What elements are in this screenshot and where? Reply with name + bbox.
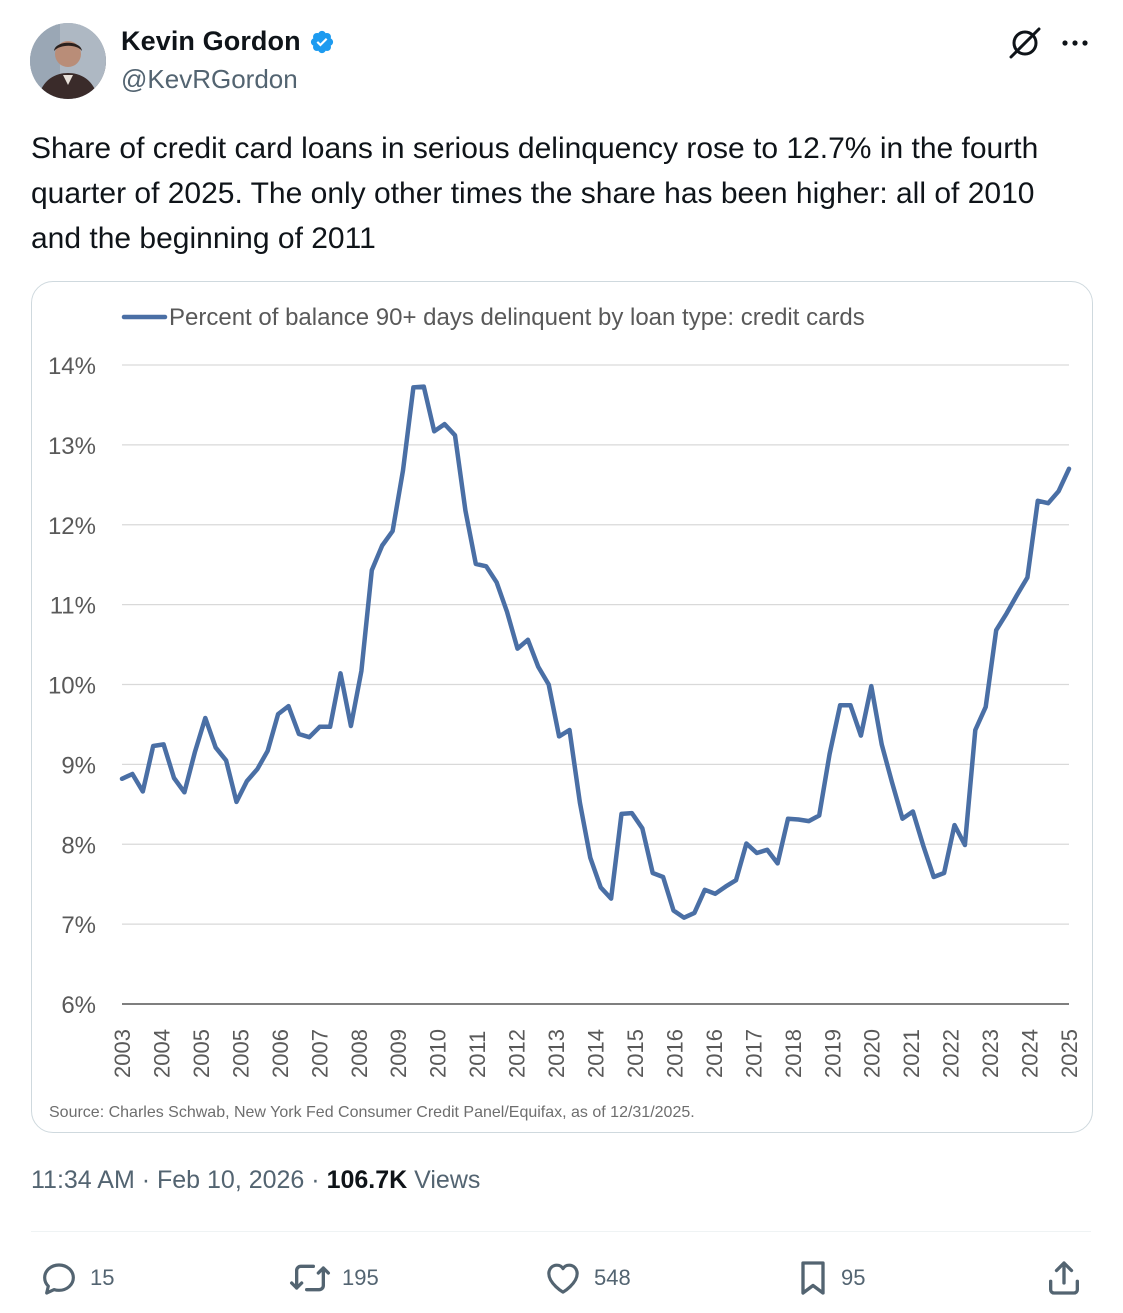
chart-x-tick-label: 2016 [702, 1029, 727, 1078]
verified-badge-icon[interactable] [309, 29, 335, 55]
chart-y-tick-label: 9% [61, 752, 96, 779]
repost-icon [289, 1264, 330, 1292]
heart-icon [547, 1263, 579, 1294]
meta-separator: · [134, 1166, 157, 1194]
like-button[interactable]: 548 [542, 1258, 631, 1298]
tweet-meta: 11:34 AM · Feb 10, 2026 · 106.7K Views [31, 1166, 480, 1195]
tweet-time[interactable]: 11:34 AM [31, 1166, 135, 1194]
chart-x-tick-label: 2013 [544, 1029, 569, 1078]
chart-x-tick-label: 2025 [1057, 1029, 1082, 1078]
views-count: 106.7K [326, 1166, 408, 1194]
chart-x-ticks: 2003 2004 2005 2005 2006 2007 2008 2009 2010 2011… [110, 1029, 1082, 1078]
chart-y-tick-label: 7% [61, 912, 96, 939]
chart-gridlines [122, 364, 1069, 925]
author-name-row: Kevin Gordon [121, 26, 335, 57]
divider [31, 1231, 1091, 1232]
share-icon [1049, 1261, 1079, 1295]
chart-x-tick-label: 2006 [268, 1029, 293, 1078]
chart-legend-label: Percent of balance 90+ days delinquent b… [169, 304, 865, 331]
avatar[interactable] [30, 23, 106, 99]
tweet-text: Share of credit card loans in serious de… [31, 132, 1039, 255]
chart-x-tick-label: 2023 [978, 1029, 1003, 1078]
chart-x-tick-label: 2008 [347, 1029, 372, 1078]
repost-button[interactable]: 195 [288, 1258, 379, 1298]
share-button[interactable] [1044, 1258, 1084, 1298]
chart-y-tick-label: 6% [61, 992, 96, 1019]
chart-y-tick-label: 10% [48, 673, 96, 700]
chart-card[interactable]: 6% 7% 8% 9% 10% 11% 12% 13% 14% 2003 2004 2005 2005… [31, 281, 1093, 1133]
chart-x-tick-label: 2007 [307, 1029, 332, 1078]
chart-y-tick-label: 14% [48, 353, 96, 380]
bookmark-icon [801, 1261, 825, 1295]
chart-source-note: Source: Charles Schwab, New York Fed Con… [49, 1104, 695, 1121]
chart-y-ticks: 6% 7% 8% 9% 10% 11% 12% 13% 14% [48, 353, 96, 1019]
chart-x-tick-label: 2020 [860, 1029, 885, 1078]
chart-x-tick-label: 2012 [505, 1029, 530, 1078]
reply-icon [43, 1263, 75, 1295]
chart-x-tick-label: 2010 [426, 1029, 451, 1078]
chart-x-tick-label: 2018 [781, 1029, 806, 1078]
more-dots-icon [1062, 40, 1088, 46]
views-label: Views [407, 1166, 481, 1194]
bookmark-button[interactable]: 95 [795, 1258, 865, 1298]
grok-button[interactable] [1006, 24, 1044, 62]
chart-x-tick-label: 2005 [228, 1029, 253, 1078]
reply-count: 15 [90, 1265, 115, 1290]
chart-y-tick-label: 11% [50, 593, 96, 620]
chart-y-tick-label: 12% [48, 513, 96, 540]
chart: 6% 7% 8% 9% 10% 11% 12% 13% 14% 2003 2004 2005 2005… [48, 304, 1082, 1121]
chart-y-tick-label: 13% [48, 433, 96, 460]
author-handle[interactable]: @KevRGordon [121, 64, 298, 94]
chart-x-tick-label: 2019 [820, 1029, 845, 1078]
like-count: 548 [594, 1265, 631, 1290]
chart-x-tick-label: 2015 [623, 1029, 648, 1078]
avatar-photo [30, 23, 106, 99]
more-options-button[interactable] [1056, 24, 1094, 62]
repost-count: 195 [342, 1265, 379, 1290]
chart-x-tick-label: 2003 [110, 1029, 135, 1078]
chart-x-tick-label: 2011 [465, 1031, 490, 1078]
chart-x-tick-label: 2016 [662, 1029, 687, 1078]
chart-x-tick-label: 2014 [584, 1029, 609, 1078]
grok-icon [1009, 27, 1041, 59]
chart-x-tick-label: 2021 [899, 1029, 924, 1078]
meta-separator: · [304, 1166, 327, 1194]
bookmark-count: 95 [841, 1265, 866, 1290]
author-display-name[interactable]: Kevin Gordon [121, 26, 301, 56]
chart-y-tick-label: 8% [61, 832, 96, 859]
reply-button[interactable]: 15 [38, 1258, 114, 1298]
chart-x-tick-label: 2024 [1018, 1029, 1043, 1078]
chart-x-tick-label: 2022 [939, 1029, 964, 1078]
chart-x-tick-label: 2017 [741, 1029, 766, 1078]
chart-x-tick-label: 2005 [189, 1029, 214, 1078]
chart-x-tick-label: 2009 [386, 1029, 411, 1078]
tweet-date[interactable]: Feb 10, 2026 [157, 1166, 305, 1194]
chart-series-line [119, 384, 1072, 920]
chart-x-tick-label: 2004 [149, 1029, 174, 1078]
